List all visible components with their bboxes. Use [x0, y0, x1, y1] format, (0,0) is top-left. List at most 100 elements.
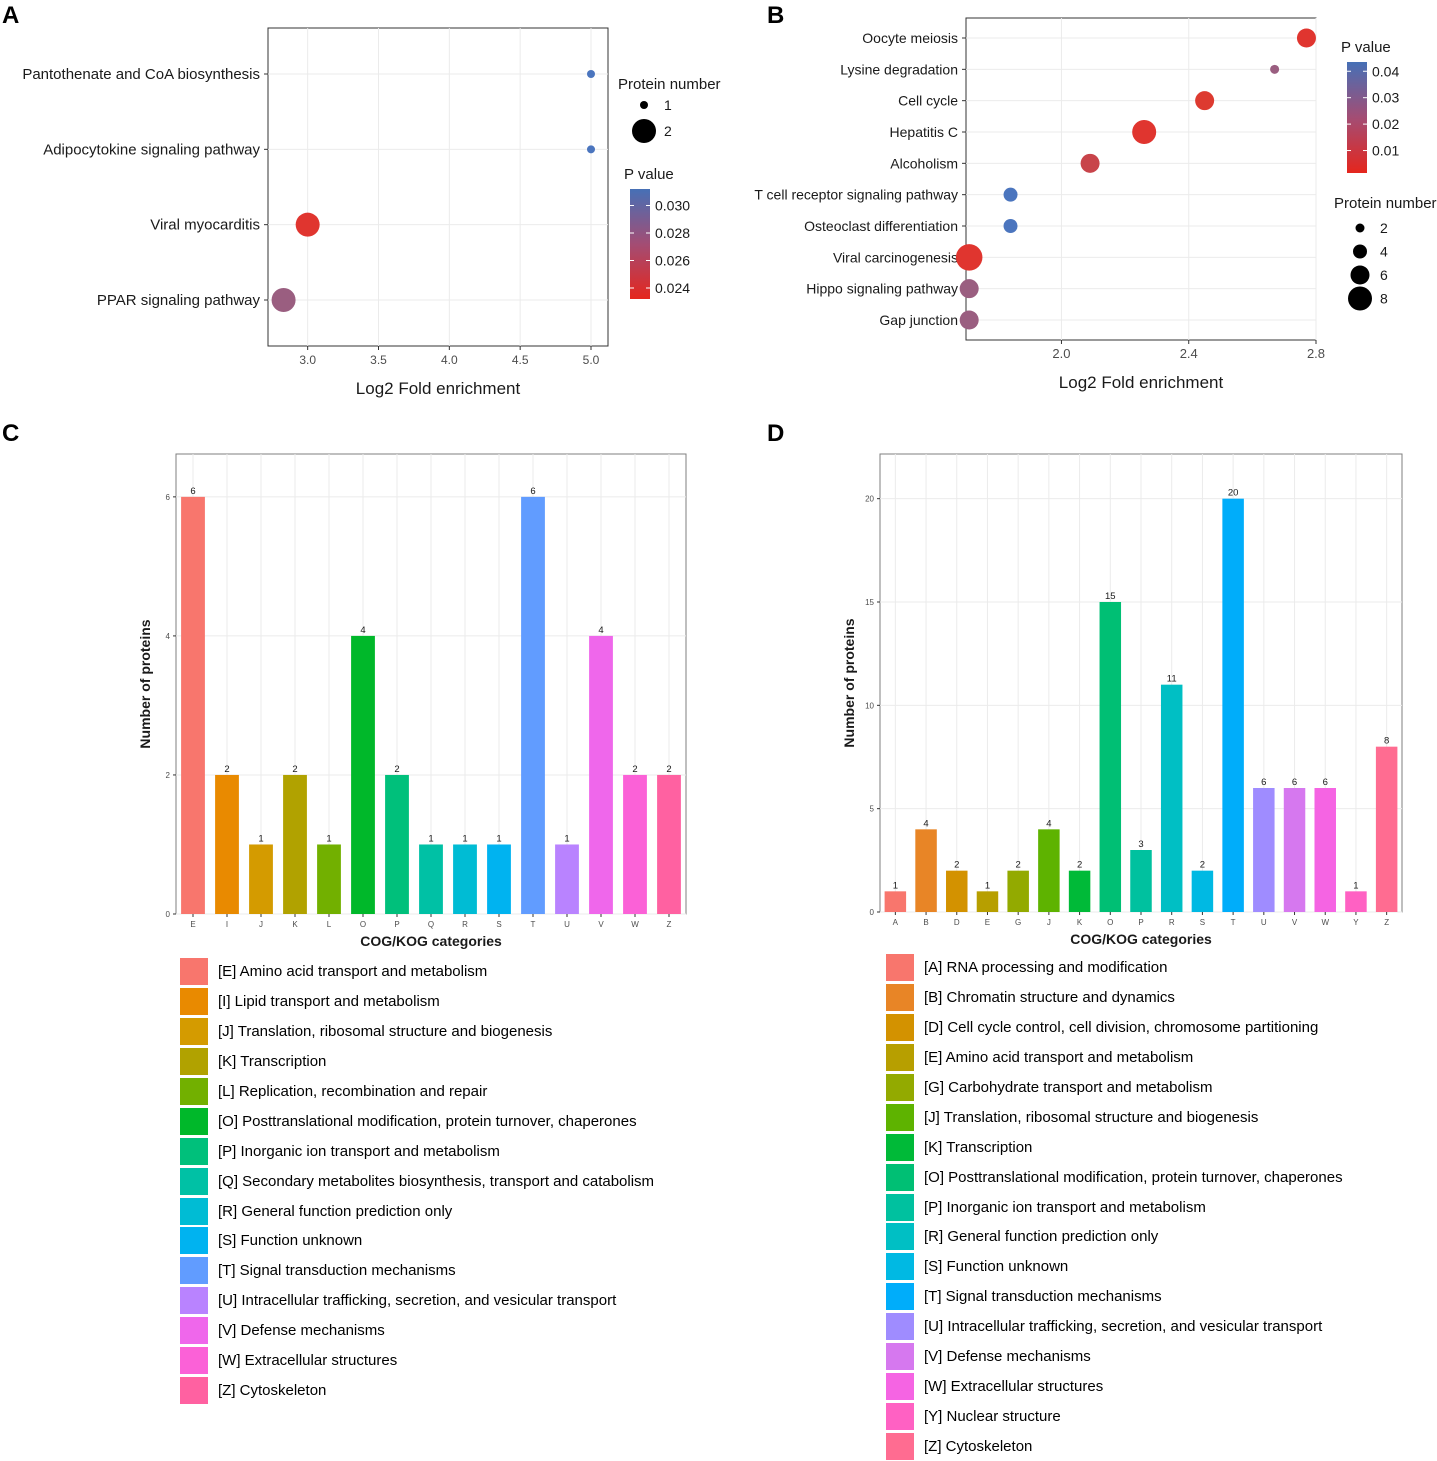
- chart-b-enrichment-bubble: 2.0 2.4 2.8 Oocyte meiosis Lysine degradatio…: [754, 17, 1437, 392]
- x-tick-label-O: O: [1107, 918, 1113, 927]
- y-tick-label-20: 20: [865, 495, 874, 504]
- x-tick-label-O: O: [360, 920, 366, 929]
- legend-d: [A] RNA processing and modification [B] C…: [886, 953, 1343, 1461]
- legend-label: [W] Extracellular structures: [218, 1352, 398, 1370]
- bar-value-label-G: 2: [1016, 860, 1021, 871]
- legend-swatch: [886, 1163, 914, 1191]
- x-tick-label-P: P: [1138, 918, 1143, 927]
- term-label-lysine-degradation: Lysine degradation: [840, 61, 958, 77]
- legend-label: [T] Signal transduction mechanisms: [218, 1262, 456, 1280]
- bar-value-label-Y: 1: [1353, 880, 1358, 891]
- legend-swatch: [886, 1402, 914, 1430]
- x-tick-label-E: E: [985, 918, 990, 927]
- y-axis-title: Number of proteins: [137, 619, 153, 748]
- legend-swatch: [180, 958, 208, 986]
- legend-label: [J] Translation, ribosomal structure and…: [924, 1108, 1259, 1126]
- bar-value-label-W: 2: [632, 764, 637, 775]
- legend-swatch: [886, 1074, 914, 1101]
- bar-R: [453, 844, 477, 914]
- bar-Z: [1375, 746, 1398, 912]
- legend-label: [U] Intracellular trafficking, secretion…: [924, 1318, 1323, 1336]
- color-legend-label-0-01: 0.01: [1372, 143, 1399, 159]
- size-legend-title: Protein number: [618, 76, 721, 93]
- bar-value-label-T: 6: [530, 486, 535, 497]
- bubble-alcoholism: [1080, 153, 1100, 173]
- color-legend-label-0-030: 0.030: [655, 198, 690, 214]
- legend-label: [Z] Cytoskeleton: [218, 1381, 327, 1399]
- legend-item-k: [K] Transcription: [886, 1132, 1343, 1162]
- bar-V: [1283, 788, 1306, 912]
- legend-item-g: [G] Carbohydrate transport and metabolis…: [886, 1073, 1343, 1103]
- legend-swatch: [886, 1432, 914, 1460]
- size-legend-label-4: 4: [1380, 244, 1388, 260]
- x-tick-label-K: K: [292, 920, 298, 929]
- bar-I: [215, 774, 239, 914]
- legend-item-b: [B] Chromatin structure and dynamics: [886, 983, 1343, 1013]
- bar-Z: [657, 774, 681, 914]
- size-legend-title: Protein number: [1334, 195, 1437, 212]
- y-tick-label-2: 2: [166, 771, 171, 780]
- x-axis-title: COG/KOG categories: [1070, 931, 1212, 947]
- bar-O: [1099, 602, 1122, 912]
- legend-label: [E] Amino acid transport and metabolism: [924, 1049, 1194, 1067]
- legend-item-l: [L] Replication, recombination and repai…: [180, 1077, 654, 1107]
- legend-label: [Q] Secondary metabolites biosynthesis, …: [218, 1172, 655, 1190]
- x-tick-label-J: J: [1047, 918, 1051, 927]
- bar-R: [1160, 684, 1183, 912]
- size-legend-label-6: 6: [1380, 267, 1388, 283]
- color-legend-bar: [630, 189, 650, 299]
- bubble-lysine-degradation: [1270, 64, 1280, 74]
- term-label-oocyte-meiosis: Oocyte meiosis: [862, 30, 958, 46]
- plot-panel: [965, 17, 1317, 341]
- bar-E: [976, 891, 999, 912]
- bubble-viral-carcinogenesis: [955, 244, 983, 271]
- legend-item-o: [O] Posttranslational modification, prot…: [180, 1106, 654, 1136]
- legend-item-a: [A] RNA processing and modification: [886, 953, 1343, 983]
- legend-label: [S] Function unknown: [924, 1258, 1069, 1276]
- legend-item-v: [V] Defense mechanisms: [886, 1342, 1343, 1372]
- x-tick-label-Z: Z: [1384, 918, 1389, 927]
- bar-G: [1007, 870, 1029, 912]
- legend-swatch: [180, 1287, 208, 1315]
- bubble-adipocytokine-signaling-pathway: [587, 145, 595, 154]
- bar-value-label-J: 1: [258, 833, 263, 844]
- x-tick-label-S: S: [496, 920, 501, 929]
- legend-item-r: [R] General function prediction only: [886, 1222, 1343, 1252]
- bar-value-label-Z: 8: [1384, 736, 1389, 747]
- bar-value-label-K: 2: [292, 764, 297, 775]
- legend-item-y: [Y] Nuclear structure: [886, 1401, 1343, 1431]
- bar-value-label-O: 15: [1105, 591, 1116, 602]
- bar-J: [1038, 829, 1060, 912]
- legend-swatch: [886, 1223, 914, 1251]
- bar-K: [283, 774, 307, 914]
- term-label-cell-cycle: Cell cycle: [898, 93, 958, 109]
- size-legend-key-8: [1348, 286, 1372, 311]
- y-tick-label-0: 0: [166, 910, 171, 919]
- x-tick-label-A: A: [893, 918, 899, 927]
- x-tick-label-Q: Q: [428, 920, 434, 929]
- bar-O: [351, 635, 375, 914]
- y-tick-label-0: 0: [870, 908, 875, 917]
- x-tick-label-2-4: 2.4: [1180, 346, 1198, 361]
- term-label-viral-carcinogenesis: Viral carcinogenesis: [833, 249, 958, 265]
- legend-swatch: [886, 1133, 914, 1161]
- bubble-hippo-signaling-pathway: [959, 279, 979, 299]
- x-tick-label-V: V: [598, 920, 604, 929]
- x-tick-label-V: V: [1292, 918, 1298, 927]
- bar-value-label-I: 2: [224, 764, 229, 775]
- legend-swatch: [180, 1257, 208, 1285]
- size-legend-label-2: 2: [664, 123, 672, 139]
- bubble-t-cell-receptor-signaling-pathway: [1003, 187, 1018, 202]
- term-label-ppar-signaling-pathway: PPAR signaling pathway: [97, 292, 261, 309]
- bar-S: [487, 844, 511, 914]
- bar-J: [249, 844, 273, 914]
- color-legend-label-0-024: 0.024: [655, 280, 690, 296]
- size-legend-key-4: [1353, 244, 1367, 259]
- bar-value-label-V: 6: [1292, 777, 1297, 788]
- bar-value-label-O: 4: [360, 625, 365, 636]
- legend-swatch: [180, 1137, 208, 1165]
- legend-item-u: [U] Intracellular trafficking, secretion…: [180, 1286, 654, 1316]
- x-tick-label-5-0: 5.0: [583, 353, 600, 367]
- term-label-gap-junction: Gap junction: [879, 312, 958, 328]
- color-legend-label-0-04: 0.04: [1372, 63, 1399, 79]
